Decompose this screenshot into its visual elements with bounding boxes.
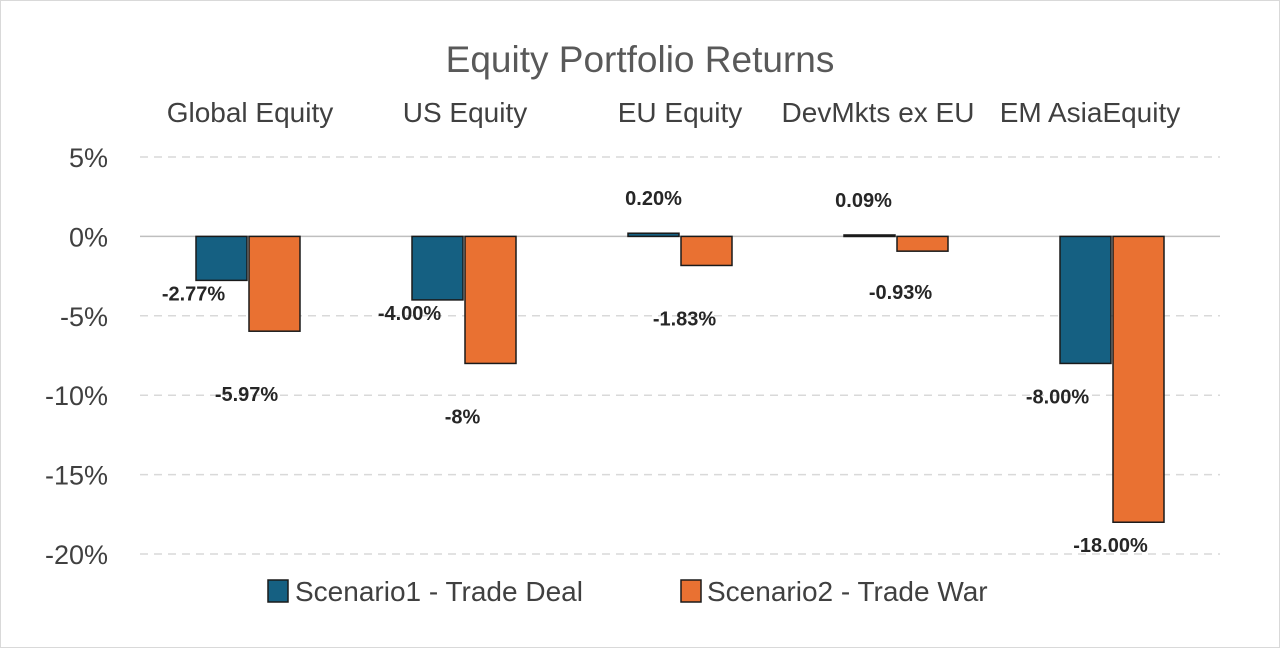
bar-scenario1 [195,235,248,282]
y-tick-label: -5% [60,302,108,332]
data-label: -5.97% [215,384,279,406]
bar-scenario2 [1112,235,1165,523]
y-tick-label: 5% [69,143,108,173]
bar-scenario1 [1059,235,1112,365]
data-label: -2.77% [162,283,226,305]
bar-scenario1 [843,234,896,238]
data-label: -18.00% [1073,535,1148,557]
category-label: Global Equity [167,97,334,128]
data-label: -1.83% [653,308,717,330]
data-label: -0.93% [869,282,933,304]
bar-scenario2 [680,235,733,267]
category-label: DevMkts ex EU [782,97,975,128]
legend-swatch [680,579,702,603]
data-label: 0.20% [625,188,682,210]
data-label: -8.00% [1026,386,1090,408]
bar-scenario2 [248,235,301,332]
bar-scenario1 [411,235,464,301]
category-label: US Equity [403,97,528,128]
y-tick-label: 0% [69,222,108,252]
data-label: -8% [445,406,481,428]
bar-scenario1 [627,232,680,238]
category-label: EU Equity [618,97,743,128]
legend-swatch [267,579,289,603]
data-label: -4.00% [378,303,442,325]
y-tick-label: -15% [45,461,108,491]
legend-label: Scenario2 - Trade War [707,576,988,607]
y-tick-label: -20% [45,540,108,570]
chart-title: Equity Portfolio Returns [446,39,835,80]
data-label: 0.09% [835,190,892,212]
legend-label: Scenario1 - Trade Deal [295,576,583,607]
y-tick-label: -10% [45,381,108,411]
bar-scenario2 [896,235,949,252]
category-label: EM AsiaEquity [1000,97,1181,128]
bar-scenario2 [464,235,517,365]
